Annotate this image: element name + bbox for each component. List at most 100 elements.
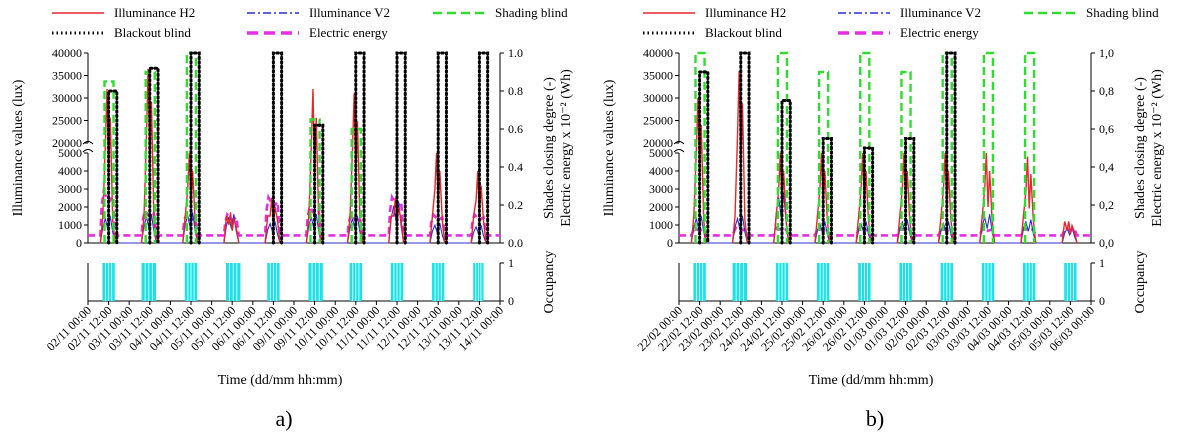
series-blackout-blind-day <box>862 146 875 245</box>
y-left-tick-label: 20000 <box>643 136 673 150</box>
y-axis-right-label: Shades closing degree (-) <box>542 77 557 219</box>
y-left-tick-label: 35000 <box>52 69 82 83</box>
series-blackout-blind-day <box>904 137 916 245</box>
y-right-tick-label: 0,2 <box>1099 198 1114 212</box>
series-shading-blind-day <box>309 118 321 243</box>
axis-break-mark <box>82 141 94 153</box>
panel-caption: b) <box>866 406 884 431</box>
y-right-tick-label: 0,0 <box>1099 236 1114 250</box>
y-left-tick-label: 2000 <box>649 200 673 214</box>
series-group <box>679 51 1091 245</box>
y-left-tick-label: 20000 <box>52 136 82 150</box>
legend-label-shading: Shading blind <box>495 5 568 20</box>
series-blackout-blind-day <box>395 51 407 245</box>
series-blackout-blind-day <box>477 51 490 245</box>
y-axis-right-label: Shades closing degree (-) <box>1133 77 1148 219</box>
y-left-tick-label: 25000 <box>52 114 82 128</box>
legend-label-v2: Illuminance V2 <box>900 5 981 20</box>
x-axis-label: Time (dd/mm hh:mm) <box>809 373 934 388</box>
y-left-tick-label: 40000 <box>643 46 673 60</box>
y-left-tick-label: 25000 <box>643 114 673 128</box>
legend: Illuminance H2 Illuminance V2 Shading blin… <box>52 5 568 40</box>
y-axis-right-label-2: Electric energy x 10⁻² (Wh) <box>559 69 574 227</box>
series-shading-blind-day <box>694 51 706 243</box>
occupancy-axis-label: Occupancy <box>1133 251 1148 314</box>
y-left-tick-label: 35000 <box>643 69 673 83</box>
y-right-tick-label: 0,8 <box>1099 84 1114 98</box>
chart-panel-a: Illuminance H2 Illuminance V2 Shading blin… <box>0 0 591 437</box>
series-shading-blind-day <box>776 51 789 243</box>
series-electric-energy <box>88 187 500 237</box>
legend-label-h2: Illuminance H2 <box>705 5 786 20</box>
y-left-tick-label: 40000 <box>52 46 82 60</box>
y-left-tick-label: 4000 <box>649 164 673 178</box>
legend-label-shading: Shading blind <box>1086 5 1159 20</box>
occupancy-tick-label: 0 <box>1099 294 1105 308</box>
y-left-tick-label: 30000 <box>643 91 673 105</box>
chart-panel-b: Illuminance H2 Illuminance V2 Shading blin… <box>591 0 1182 437</box>
series-illuminance-h2-day <box>223 212 240 244</box>
series-illuminance-h2-day <box>305 88 322 244</box>
y-right-tick-label: 0.2 <box>508 198 523 212</box>
y-left-tick-label: 3000 <box>58 182 82 196</box>
y-right-tick-label: 0.4 <box>508 160 523 174</box>
series-blackout-blind-day <box>821 137 833 245</box>
legend-label-blackout: Blackout blind <box>705 25 782 40</box>
series-blackout-blind-day <box>436 51 448 245</box>
y-left-tick-label: 30000 <box>52 91 82 105</box>
y-right-tick-label: 0,6 <box>1099 122 1114 136</box>
series-shading-blind-day <box>1023 51 1036 243</box>
series-blackout-blind-day <box>107 89 119 245</box>
legend-label-h2: Illuminance H2 <box>114 5 195 20</box>
x-axis-label: Time (dd/mm hh:mm) <box>218 373 343 388</box>
y-right-tick-label: 0,4 <box>1099 160 1114 174</box>
series-illuminance-v2 <box>99 201 487 244</box>
series-shading-blind-day <box>900 70 912 243</box>
y-axis-left-label: Illuminance values (lux) <box>602 79 617 216</box>
series-blackout-blind-day <box>945 51 957 245</box>
panel-caption: a) <box>275 406 292 431</box>
y-left-tick-label: 1000 <box>58 218 82 232</box>
y-left-tick-label: 0 <box>667 236 673 250</box>
legend-label-energy: Electric energy <box>900 25 979 40</box>
occupancy-tick-label: 1 <box>508 256 514 270</box>
legend-label-v2: Illuminance V2 <box>309 5 390 20</box>
chart-svg: Illuminance H2 Illuminance V2 Shading blin… <box>602 5 1165 431</box>
series-illuminance-h2-day <box>979 152 996 244</box>
occupancy-tick-label: 0 <box>508 294 514 308</box>
series-illuminance-h2-day <box>1061 221 1078 244</box>
series-blackout-blind-day <box>148 66 160 245</box>
series-group <box>88 51 500 245</box>
chart-svg: Illuminance H2 Illuminance V2 Shading blin… <box>11 5 574 431</box>
occupancy-tick-label: 1 <box>1099 256 1105 270</box>
y-right-tick-label: 1.0 <box>508 46 523 60</box>
y-left-tick-label: 1000 <box>649 218 673 232</box>
y-axis-right-label-2: Electric energy x 10⁻² (Wh) <box>1150 69 1165 227</box>
legend-label-energy: Electric energy <box>309 25 388 40</box>
y-left-tick-label: 2000 <box>58 200 82 214</box>
axis-break-mark <box>673 141 685 153</box>
legend: Illuminance H2 Illuminance V2 Shading blin… <box>643 5 1159 40</box>
series-illuminance-h2-day <box>1020 156 1037 244</box>
y-axis-left-label: Illuminance values (lux) <box>11 79 26 216</box>
y-right-tick-label: 0.8 <box>508 84 523 98</box>
series-blackout-blind-day <box>698 70 710 245</box>
series-blackout-blind-day <box>271 51 284 245</box>
series-electric-energy <box>679 225 1091 237</box>
series-shading-blind-day <box>982 51 995 243</box>
series-blackout-blind-day <box>780 99 792 245</box>
series-blackout-blind-day <box>189 51 201 245</box>
y-left-tick-label: 0 <box>76 236 82 250</box>
y-right-tick-label: 0.0 <box>508 236 523 250</box>
y-left-tick-label: 5000 <box>649 146 673 160</box>
series-blackout-blind-day <box>739 51 751 245</box>
y-left-tick-label: 5000 <box>58 146 82 160</box>
series-shading-blind-day <box>817 70 830 243</box>
legend-label-blackout: Blackout blind <box>114 25 191 40</box>
series-illuminance-h2-day <box>99 88 116 244</box>
y-left-tick-label: 3000 <box>649 182 673 196</box>
series-shading-blind-day <box>350 127 362 243</box>
series-blackout-blind-day <box>354 51 366 245</box>
y-right-tick-label: 0.6 <box>508 122 523 136</box>
y-left-tick-label: 4000 <box>58 164 82 178</box>
